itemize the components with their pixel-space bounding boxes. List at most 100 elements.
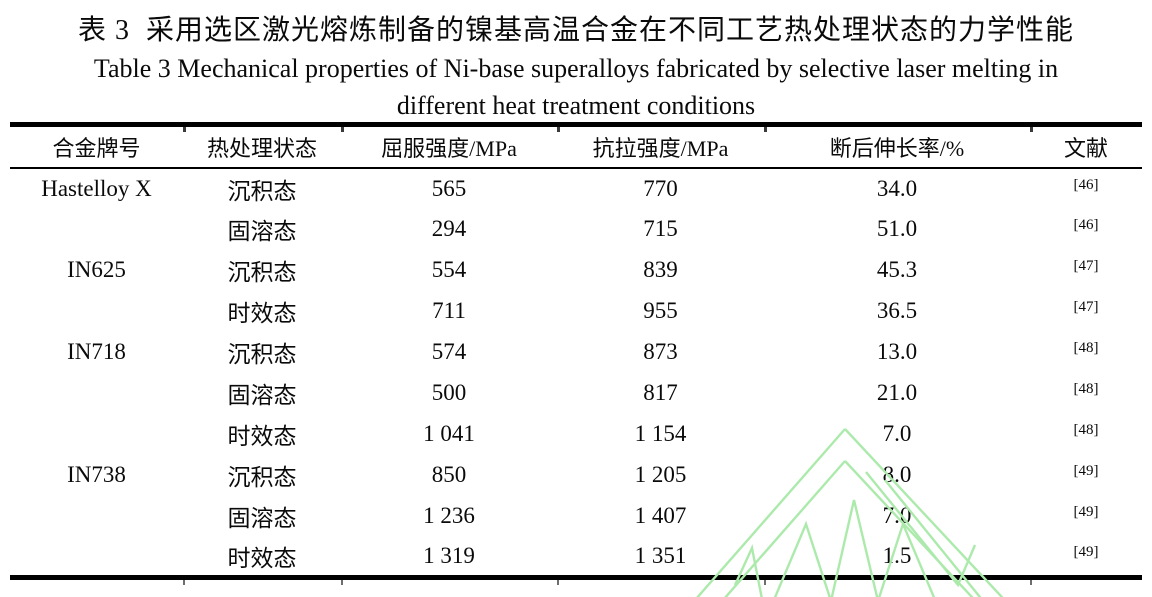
cell-alloy [10, 414, 183, 455]
cell-elongation: 36.5 [876, 298, 918, 323]
table-caption-english-line1: Table 3 Mechanical properties of Ni-base… [93, 54, 1059, 83]
table-header-row: 合金牌号 热处理状态 屈服强度/MPa 抗拉强度/MPa 断后伸长率/% 文献 [10, 124, 1142, 169]
cell-yield: 711 [432, 298, 466, 323]
column-header-alloy: 合金牌号 [10, 124, 183, 169]
column-boundary-tick [557, 127, 560, 132]
cell-alloy: IN625 [67, 257, 126, 282]
column-boundary-tick [341, 580, 343, 585]
cell-state: 固溶态 [227, 506, 297, 531]
cell-yield: 294 [431, 216, 467, 241]
table-row: 时效态 1 041 1 154 7.0 [48] [10, 414, 1142, 455]
cell-state: 时效态 [227, 424, 297, 449]
cell-tensile: 817 [643, 380, 678, 405]
cell-tensile: 715 [643, 216, 678, 241]
cell-tensile: 1 154 [634, 421, 687, 446]
cell-state: 固溶态 [227, 383, 297, 408]
column-boundary-tick [183, 127, 186, 132]
cell-alloy [10, 291, 183, 332]
table-row: Hastelloy X 沉积态 565 770 34.0 [46] [10, 168, 1142, 209]
cell-yield: 1 041 [423, 421, 475, 446]
cell-elongation: 13.0 [876, 339, 918, 364]
cell-yield: 1 319 [423, 542, 475, 568]
cell-yield: 500 [431, 380, 467, 405]
cell-tensile: 1 351 [634, 542, 687, 568]
cell-alloy [10, 209, 183, 250]
reference-superscript: [46] [1073, 217, 1099, 233]
cell-tensile: 955 [643, 298, 678, 323]
cell-ref: [46] [1030, 168, 1142, 209]
cell-ref: [48] [1030, 332, 1142, 373]
reference-superscript: [49] [1073, 463, 1099, 479]
cell-alloy: IN738 [67, 462, 126, 487]
cell-tensile: 1 407 [634, 503, 687, 528]
cell-state: 时效态 [227, 545, 297, 571]
table-row: IN625 沉积态 554 839 45.3 [47] [10, 250, 1142, 291]
reference-superscript: [49] [1073, 543, 1099, 560]
table-row: 固溶态 294 715 51.0 [46] [10, 209, 1142, 250]
reference-superscript: [48] [1073, 340, 1099, 356]
cell-state: 沉积态 [227, 260, 297, 285]
cell-ref: [47] [1030, 250, 1142, 291]
cell-tensile: 873 [643, 339, 678, 364]
reference-superscript: [48] [1073, 381, 1099, 397]
cell-ref: [46] [1030, 209, 1142, 250]
table-row: 固溶态 1 236 1 407 7.0 [49] [10, 496, 1142, 537]
column-header-tensile-strength: 抗拉强度/MPa [557, 124, 764, 169]
cell-alloy [10, 496, 183, 537]
column-boundary-tick [764, 580, 766, 585]
cell-ref: [47] [1030, 291, 1142, 332]
table-row: IN718 沉积态 574 873 13.0 [48] [10, 332, 1142, 373]
cell-state: 时效态 [227, 301, 297, 326]
cell-elongation: 34.0 [876, 175, 918, 201]
reference-superscript: [47] [1073, 299, 1099, 315]
cell-yield: 554 [431, 257, 467, 282]
cell-tensile: 770 [643, 175, 678, 201]
cell-alloy [10, 373, 183, 414]
cell-elongation: 21.0 [876, 380, 918, 405]
cell-state: 沉积态 [227, 342, 297, 367]
table-row: 时效态 711 955 36.5 [47] [10, 291, 1142, 332]
column-header-reference: 文献 [1030, 124, 1142, 169]
table-body: Hastelloy X 沉积态 565 770 34.0 [46] 固溶态 294 715 51.… [10, 168, 1142, 578]
column-boundary-tick [341, 127, 344, 132]
reference-superscript: [48] [1073, 422, 1099, 438]
table-row: 时效态 1 319 1 351 1.5 [49] [10, 537, 1142, 578]
column-boundary-tick [557, 580, 559, 585]
table-caption-chinese: 表 3 采用选区激光熔炼制备的镍基高温合金在不同工艺热处理状态的力学性能 [77, 15, 1074, 46]
cell-ref: [49] [1030, 537, 1142, 578]
column-header-elongation: 断后伸长率/% [764, 124, 1030, 169]
cell-tensile: 1 205 [634, 462, 687, 487]
mechanical-properties-table: 合金牌号 热处理状态 屈服强度/MPa 抗拉强度/MPa 断后伸长率/% 文献 … [10, 122, 1142, 580]
cell-elongation: 51.0 [876, 216, 918, 241]
column-boundary-tick [1030, 127, 1033, 132]
cell-alloy: IN718 [67, 339, 126, 364]
column-header-heat-treatment: 热处理状态 [183, 124, 341, 169]
cell-yield: 1 236 [423, 503, 475, 528]
cell-elongation: 1.5 [882, 542, 912, 568]
reference-superscript: [49] [1073, 504, 1099, 520]
cell-yield: 574 [431, 339, 467, 364]
cell-yield: 850 [431, 462, 467, 487]
cell-elongation: 7.0 [882, 503, 912, 528]
cell-state: 固溶态 [227, 219, 297, 244]
cell-state: 沉积态 [227, 178, 297, 204]
column-boundary-tick [1030, 580, 1032, 585]
table-row: IN738 沉积态 850 1 205 8.0 [49] [10, 455, 1142, 496]
cell-tensile: 839 [643, 257, 678, 282]
cell-alloy: Hastelloy X [41, 175, 152, 201]
column-boundary-tick [183, 580, 185, 585]
cell-elongation: 45.3 [876, 257, 918, 282]
column-boundary-tick [764, 127, 767, 132]
cell-elongation: 7.0 [882, 421, 912, 446]
cell-ref: [49] [1030, 455, 1142, 496]
reference-superscript: [46] [1073, 176, 1099, 193]
cell-elongation: 8.0 [882, 462, 912, 487]
cell-yield: 565 [431, 175, 467, 201]
cell-ref: [49] [1030, 496, 1142, 537]
cell-ref: [48] [1030, 373, 1142, 414]
table-row: 固溶态 500 817 21.0 [48] [10, 373, 1142, 414]
cell-ref: [48] [1030, 414, 1142, 455]
table-caption-english-line2: different heat treatment conditions [396, 91, 756, 120]
cell-alloy [10, 537, 183, 578]
